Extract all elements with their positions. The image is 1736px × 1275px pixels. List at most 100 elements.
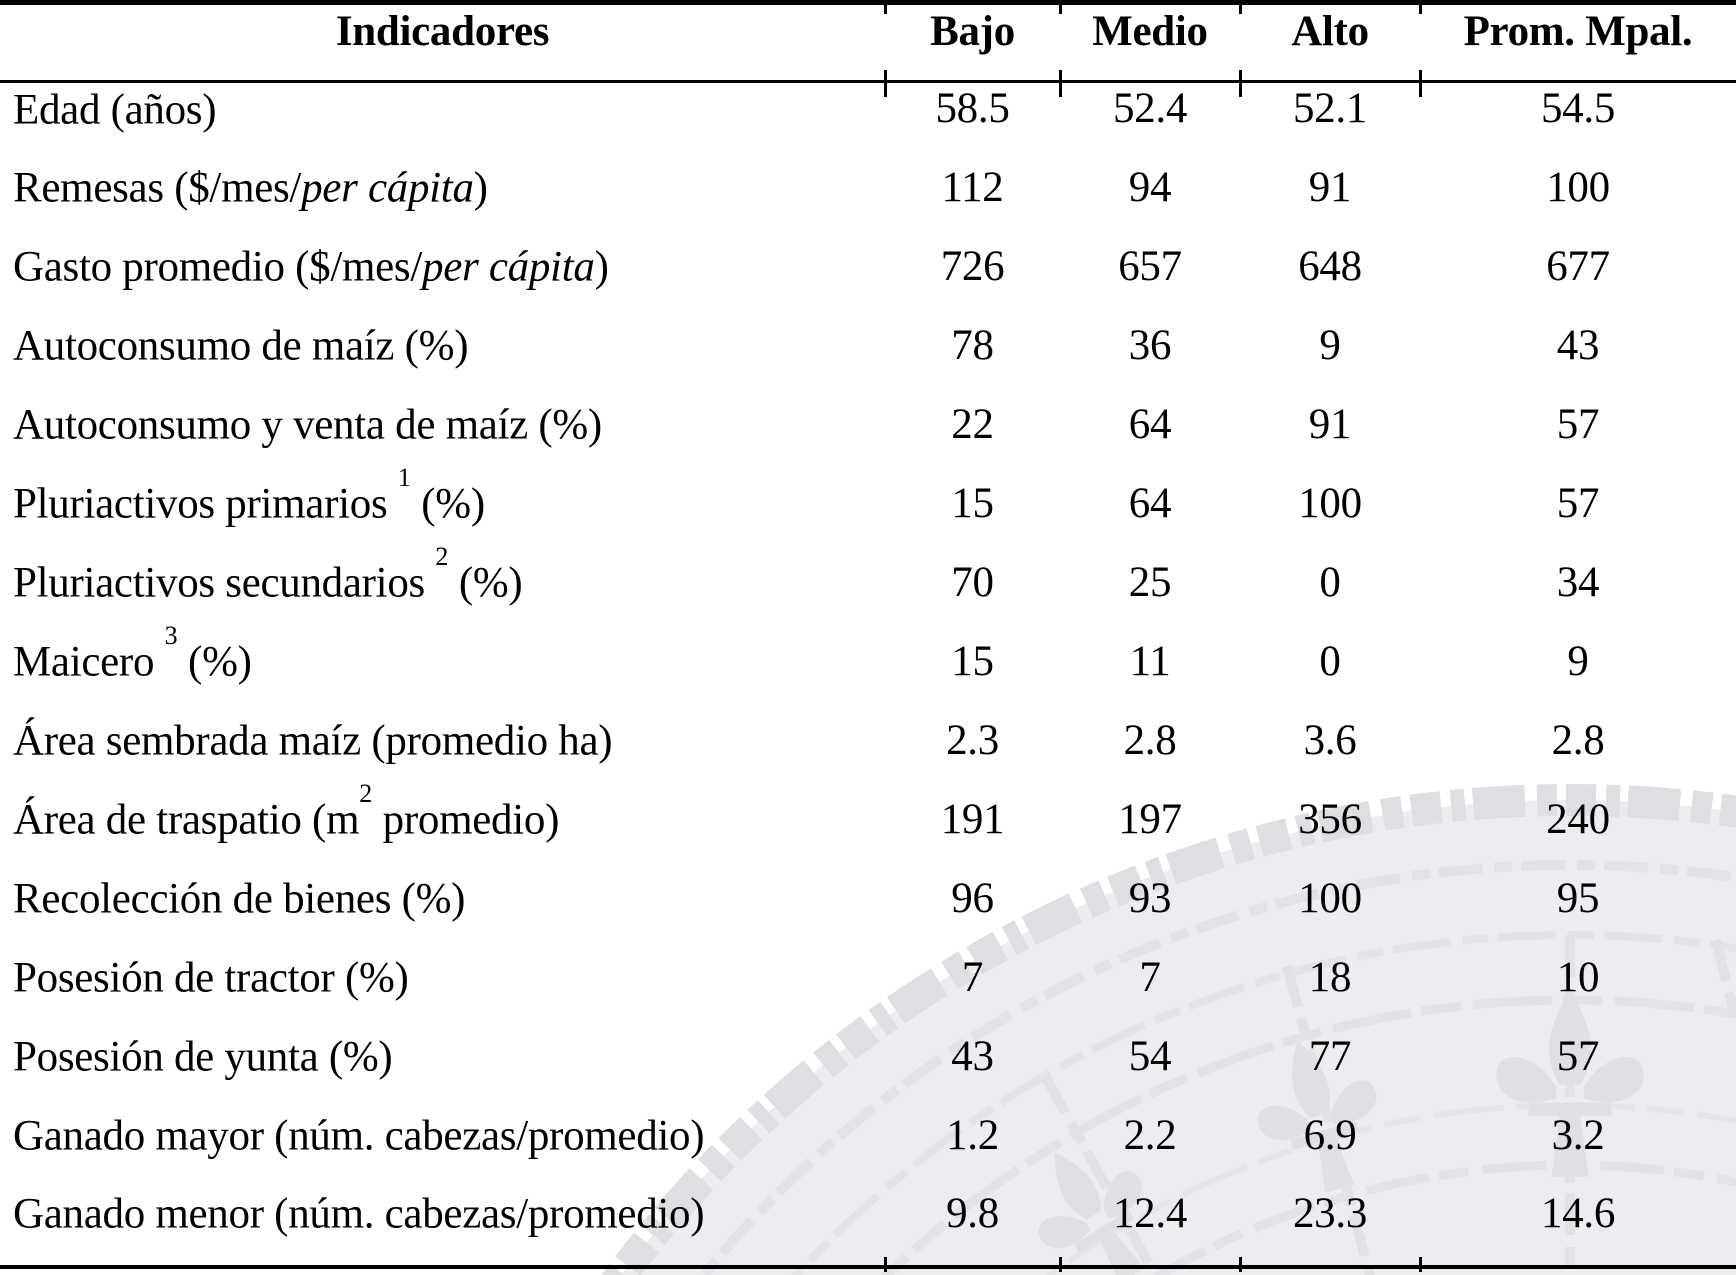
row-label: Ganado menor (núm. cabezas/promedio)	[0, 1188, 885, 1267]
row-label: Posesión de tractor (%)	[0, 951, 885, 1030]
row-label: Edad (años)	[0, 82, 885, 161]
cell-medio: 7	[1139, 953, 1161, 1001]
row-label: Pluriactivos secundarios 2 (%)	[0, 543, 885, 635]
cell-prom: 57	[1556, 479, 1600, 527]
column-tick	[1419, 70, 1422, 97]
cell-alto: 23.3	[1292, 1189, 1368, 1237]
label-text: Remesas ($/mes/	[13, 164, 302, 212]
label-superscript: 1	[397, 462, 411, 492]
cell-medio: 657	[1118, 242, 1182, 290]
table-row-maicero: Maicero 3 (%) 15 11 0 9	[0, 622, 1736, 714]
cell-bajo: 15	[951, 479, 994, 527]
cell-bajo: 22	[951, 400, 994, 448]
column-tick	[1239, 0, 1242, 14]
table-row-area-sembrada: Área sembrada maíz (promedio ha) 2.3 2.8…	[0, 714, 1736, 793]
label-text-post: (%)	[448, 559, 523, 607]
table-row-remesas: Remesas ($/mes/per cápita) 112 94 91 100	[0, 161, 1736, 240]
cell-bajo: 70	[951, 558, 994, 606]
label-text: Pluriactivos secundarios	[13, 559, 436, 607]
label-text: Autoconsumo y venta de maíz (%)	[13, 401, 602, 449]
cell-alto: 100	[1298, 874, 1362, 922]
label-text: Área sembrada maíz (promedio ha)	[13, 717, 613, 765]
cell-alto: 91	[1308, 400, 1352, 448]
row-label: Recolección de bienes (%)	[0, 872, 885, 951]
cell-prom: 240	[1546, 795, 1610, 843]
label-superscript: 3	[164, 620, 178, 650]
cell-alto: 100	[1298, 479, 1362, 527]
table-row-area-traspatio: Área de traspatio (m2 promedio) 191 197 …	[0, 780, 1736, 872]
label-text-post: (%)	[410, 480, 485, 528]
label-text: Ganado mayor (núm. cabezas/promedio)	[13, 1112, 705, 1160]
table-row-recoleccion: Recolección de bienes (%) 96 93 100 95	[0, 872, 1736, 951]
column-tick	[1419, 1257, 1422, 1272]
cell-bajo: 9.8	[946, 1189, 999, 1237]
cell-prom: 2.8	[1551, 716, 1605, 764]
table-row-pluriactivos-secundarios: Pluriactivos secundarios 2 (%) 70 25 0 3…	[0, 543, 1736, 635]
column-tick	[1239, 70, 1242, 97]
label-superscript: 2	[359, 778, 373, 808]
cell-medio: 2.8	[1123, 716, 1177, 764]
cell-medio: 64	[1128, 479, 1172, 527]
cell-medio: 93	[1128, 874, 1172, 922]
cell-bajo: 191	[940, 795, 1005, 843]
cell-prom: 43	[1556, 321, 1600, 369]
row-label: Autoconsumo y venta de maíz (%)	[0, 398, 885, 477]
cell-prom: 54.5	[1540, 85, 1616, 133]
label-text-post: )	[473, 164, 488, 212]
label-text: Posesión de yunta (%)	[13, 1033, 393, 1081]
cell-medio: 197	[1118, 795, 1182, 843]
cell-alto: 0	[1319, 637, 1341, 685]
cell-bajo: 58.5	[935, 85, 1010, 133]
cell-alto: 77	[1308, 1032, 1352, 1080]
label-italic: per cápita	[422, 243, 595, 291]
header-row: Indicadores Bajo Medio Alto Prom. Mpal.	[0, 2, 1736, 83]
column-tick	[1239, 1257, 1242, 1272]
row-label: Área de traspatio (m2 promedio)	[0, 780, 885, 872]
table-row-ganado-menor: Ganado menor (núm. cabezas/promedio) 9.8…	[0, 1188, 1736, 1267]
cell-medio: 25	[1128, 558, 1172, 606]
label-text-post: (%)	[177, 638, 252, 686]
column-tick	[884, 1257, 887, 1272]
cell-bajo: 112	[941, 163, 1004, 211]
label-superscript: 2	[435, 541, 449, 571]
cell-prom: 3.2	[1551, 1111, 1605, 1159]
label-text: Pluriactivos primarios	[13, 480, 398, 528]
table-row-tractor: Posesión de tractor (%) 7 7 18 10	[0, 951, 1736, 1030]
cell-alto: 52.1	[1292, 85, 1368, 133]
cell-prom: 34	[1556, 558, 1600, 606]
cell-bajo: 43	[951, 1032, 994, 1080]
cell-alto: 648	[1298, 242, 1362, 290]
label-text-post: )	[594, 243, 609, 291]
cell-prom: 14.6	[1540, 1189, 1616, 1237]
cell-alto: 9	[1319, 321, 1341, 369]
label-text: Área de traspatio (m	[13, 796, 360, 844]
col-header-alto: Alto	[1240, 2, 1420, 83]
label-italic: per cápita	[301, 164, 474, 212]
cell-alto: 356	[1298, 795, 1362, 843]
cell-medio: 36	[1128, 321, 1172, 369]
cell-medio: 52.4	[1112, 85, 1188, 133]
cell-medio: 94	[1128, 163, 1172, 211]
label-text: Recolección de bienes (%)	[13, 875, 466, 923]
column-tick	[1059, 70, 1062, 97]
table-row-autoconsumo-maiz: Autoconsumo de maíz (%) 78 36 9 43	[0, 319, 1736, 398]
row-label: Autoconsumo de maíz (%)	[0, 319, 885, 398]
cell-bajo: 96	[951, 874, 994, 922]
cell-medio: 64	[1128, 400, 1172, 448]
table-row-pluriactivos-primarios: Pluriactivos primarios 1 (%) 15 64 100 5…	[0, 464, 1736, 556]
row-label: Ganado mayor (núm. cabezas/promedio)	[0, 1109, 885, 1188]
col-header-indicadores: Indicadores	[0, 2, 885, 83]
col-header-medio: Medio	[1060, 2, 1240, 83]
table-row-ganado-mayor: Ganado mayor (núm. cabezas/promedio) 1.2…	[0, 1109, 1736, 1188]
col-header-bajo: Bajo	[885, 2, 1060, 83]
label-text: Maicero	[13, 638, 165, 686]
column-tick	[1059, 1257, 1062, 1272]
cell-medio: 54	[1128, 1032, 1172, 1080]
cell-bajo: 726	[940, 242, 1005, 290]
table-row-autoconsumo-venta: Autoconsumo y venta de maíz (%) 22 64 91…	[0, 398, 1736, 477]
table-row-edad: Edad (años) 58.5 52.4 52.1 54.5	[0, 82, 1736, 161]
column-tick	[1059, 0, 1062, 14]
